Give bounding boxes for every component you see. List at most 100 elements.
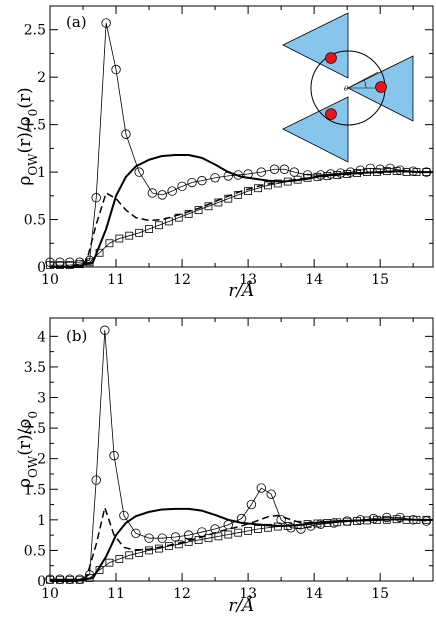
panel-a-square-marker bbox=[135, 228, 144, 237]
panel-a-square-marker bbox=[85, 258, 94, 267]
panel-a-x-tick-label: 10 bbox=[41, 272, 59, 288]
panel-a-square-marker bbox=[56, 261, 64, 270]
panel-a-x-axis-label: r/Å bbox=[228, 280, 254, 301]
panel-a-y-tick-label: 1 bbox=[37, 165, 46, 181]
panel-b-square-marker bbox=[293, 520, 302, 529]
panel-b-circle-marker bbox=[246, 499, 257, 510]
panel-a-circle-marker bbox=[147, 188, 158, 198]
panel-a-axes-frame bbox=[49, 5, 434, 268]
panel-a-ticks: 10 11 12 13 14 15 0 0.5 1 1.5 2 2.5 bbox=[24, 6, 433, 288]
panel-b-square-marker bbox=[65, 575, 74, 584]
panel-b-circle-marker bbox=[100, 325, 110, 335]
panel-b-y-tick-label: 3.5 bbox=[24, 360, 46, 376]
panel-b-circle-marker bbox=[256, 483, 267, 493]
panel-b-y-tick-label: 4 bbox=[37, 329, 46, 345]
panel-b-square-marker bbox=[105, 558, 114, 567]
panel-b-xlabel-text: r/Å bbox=[228, 595, 254, 616]
panel-a-x-tick-label: 14 bbox=[305, 272, 323, 288]
panel-a-circle-marker bbox=[91, 193, 101, 203]
panel-b-circle-marker bbox=[109, 450, 119, 461]
panel-b-square-marker bbox=[145, 546, 153, 555]
panel-a-circle-marker bbox=[111, 64, 121, 75]
panel-b-square-marker bbox=[303, 520, 312, 529]
inset-triangle-lower bbox=[282, 96, 349, 163]
panel-b-square-marker bbox=[135, 548, 144, 557]
panel-a-circle-marker bbox=[101, 18, 111, 28]
inset-theta-symbol: θ bbox=[344, 85, 349, 93]
panel-b-square-marker bbox=[273, 522, 282, 531]
panel-a-x-tick-label: 11 bbox=[107, 272, 125, 288]
panel-a-y-axis-label: ρOW(r)/ρ0(r) bbox=[15, 87, 40, 185]
panel-b-y-tick-label: 2 bbox=[37, 452, 46, 468]
panel-a-x-tick-label: 13 bbox=[239, 272, 257, 288]
panel-b-square-marker bbox=[204, 534, 213, 543]
panel-b-x-tick-label: 12 bbox=[173, 586, 191, 602]
panel-a-circle-marker bbox=[210, 173, 220, 183]
panel-a-square-marker bbox=[184, 209, 193, 218]
panel-a-circle-marker bbox=[157, 190, 167, 200]
panel-a-square-marker bbox=[283, 177, 292, 186]
panel-a-circle-marker bbox=[177, 181, 187, 192]
panel-b-square-marker bbox=[164, 542, 173, 551]
panel-b-square-marker bbox=[214, 532, 223, 541]
panel-b-square-marker bbox=[412, 515, 421, 524]
panel-b-circle-marker bbox=[157, 533, 167, 543]
panel-a-circle-marker bbox=[279, 164, 290, 174]
panel-a-circle-marker bbox=[121, 129, 131, 139]
panel-a-square-marker bbox=[155, 221, 163, 230]
panel-b-series-squares-thin-line-line bbox=[50, 518, 427, 581]
panel-a-y-tick-label: 0.5 bbox=[24, 213, 46, 229]
panel-b-square-marker bbox=[155, 544, 163, 553]
panel-a-square-marker bbox=[194, 206, 203, 214]
inset-dot-lower bbox=[325, 108, 337, 120]
panel-a-square-marker bbox=[353, 169, 361, 177]
panel-b-square-marker bbox=[184, 537, 193, 546]
inset-dot-upper bbox=[325, 52, 337, 64]
panel-b-x-tick-label: 10 bbox=[41, 586, 59, 602]
panel-b-square-marker bbox=[224, 530, 233, 539]
panel-b-circle-marker bbox=[131, 528, 141, 538]
panel-a-circle-marker bbox=[134, 167, 144, 177]
panel-a-circle-marker bbox=[256, 167, 267, 177]
panel-b-square-marker bbox=[402, 515, 411, 524]
panel-a-square-marker bbox=[412, 168, 421, 176]
panel-b: 10 11 12 13 14 15 0 0.5 1 1.5 2 2.5 3 3.5 4 (b) r/Å ρO… bbox=[15, 317, 434, 616]
panel-a-square-marker bbox=[264, 181, 272, 190]
panel-b-y-tick-label: 3 bbox=[37, 391, 46, 407]
panel-a-square-marker bbox=[382, 167, 391, 176]
panel-b-x-tick-label: 11 bbox=[107, 586, 125, 602]
panel-a-square-marker bbox=[244, 187, 253, 195]
panel-a-square-marker bbox=[115, 234, 124, 243]
panel-a-y-tick-label: 2 bbox=[37, 70, 46, 86]
panel-b-y-tick-label: 0.5 bbox=[24, 543, 46, 559]
inset-angle-ray-slanted bbox=[347, 71, 379, 89]
panel-b-square-marker bbox=[95, 566, 104, 574]
panel-b-square-marker bbox=[392, 515, 401, 524]
panel-b-square-marker bbox=[194, 536, 203, 544]
panel-a-square-marker bbox=[372, 168, 381, 176]
panel-a-y-tick-label: 2.5 bbox=[24, 23, 46, 39]
panel-b-square-marker bbox=[323, 518, 332, 527]
panel-a-square-marker bbox=[293, 175, 302, 184]
panel-a-series-dashed-line bbox=[50, 170, 433, 268]
inset-schematic: θ bbox=[282, 12, 414, 163]
panel-b-y-axis-label: ρOW(r)/ρ0 bbox=[15, 411, 40, 488]
panel-b-x-axis-label: r/Å bbox=[228, 595, 254, 616]
panel-b-square-marker bbox=[254, 525, 262, 533]
panel-a-x-tick-label: 12 bbox=[173, 272, 191, 288]
panel-a-circle-marker bbox=[197, 175, 207, 186]
panel-a-square-marker bbox=[254, 184, 262, 193]
panel-b-circle-marker bbox=[266, 489, 276, 499]
panel-b-series-circles-thin-line-line bbox=[50, 329, 427, 580]
panel-b-square-marker bbox=[382, 515, 391, 524]
panel-a-square-marker bbox=[333, 171, 342, 179]
panel-b-circle-marker bbox=[144, 533, 154, 543]
panel-b-circle-marker bbox=[91, 475, 101, 485]
inset-triangle-upper bbox=[282, 12, 349, 79]
panel-b-square-marker bbox=[363, 516, 371, 525]
panel-a-square-marker bbox=[125, 231, 134, 240]
panel-b-circle-marker bbox=[183, 530, 194, 540]
panel-a-circle-marker bbox=[187, 177, 197, 188]
inset-angle-arc bbox=[363, 79, 367, 89]
